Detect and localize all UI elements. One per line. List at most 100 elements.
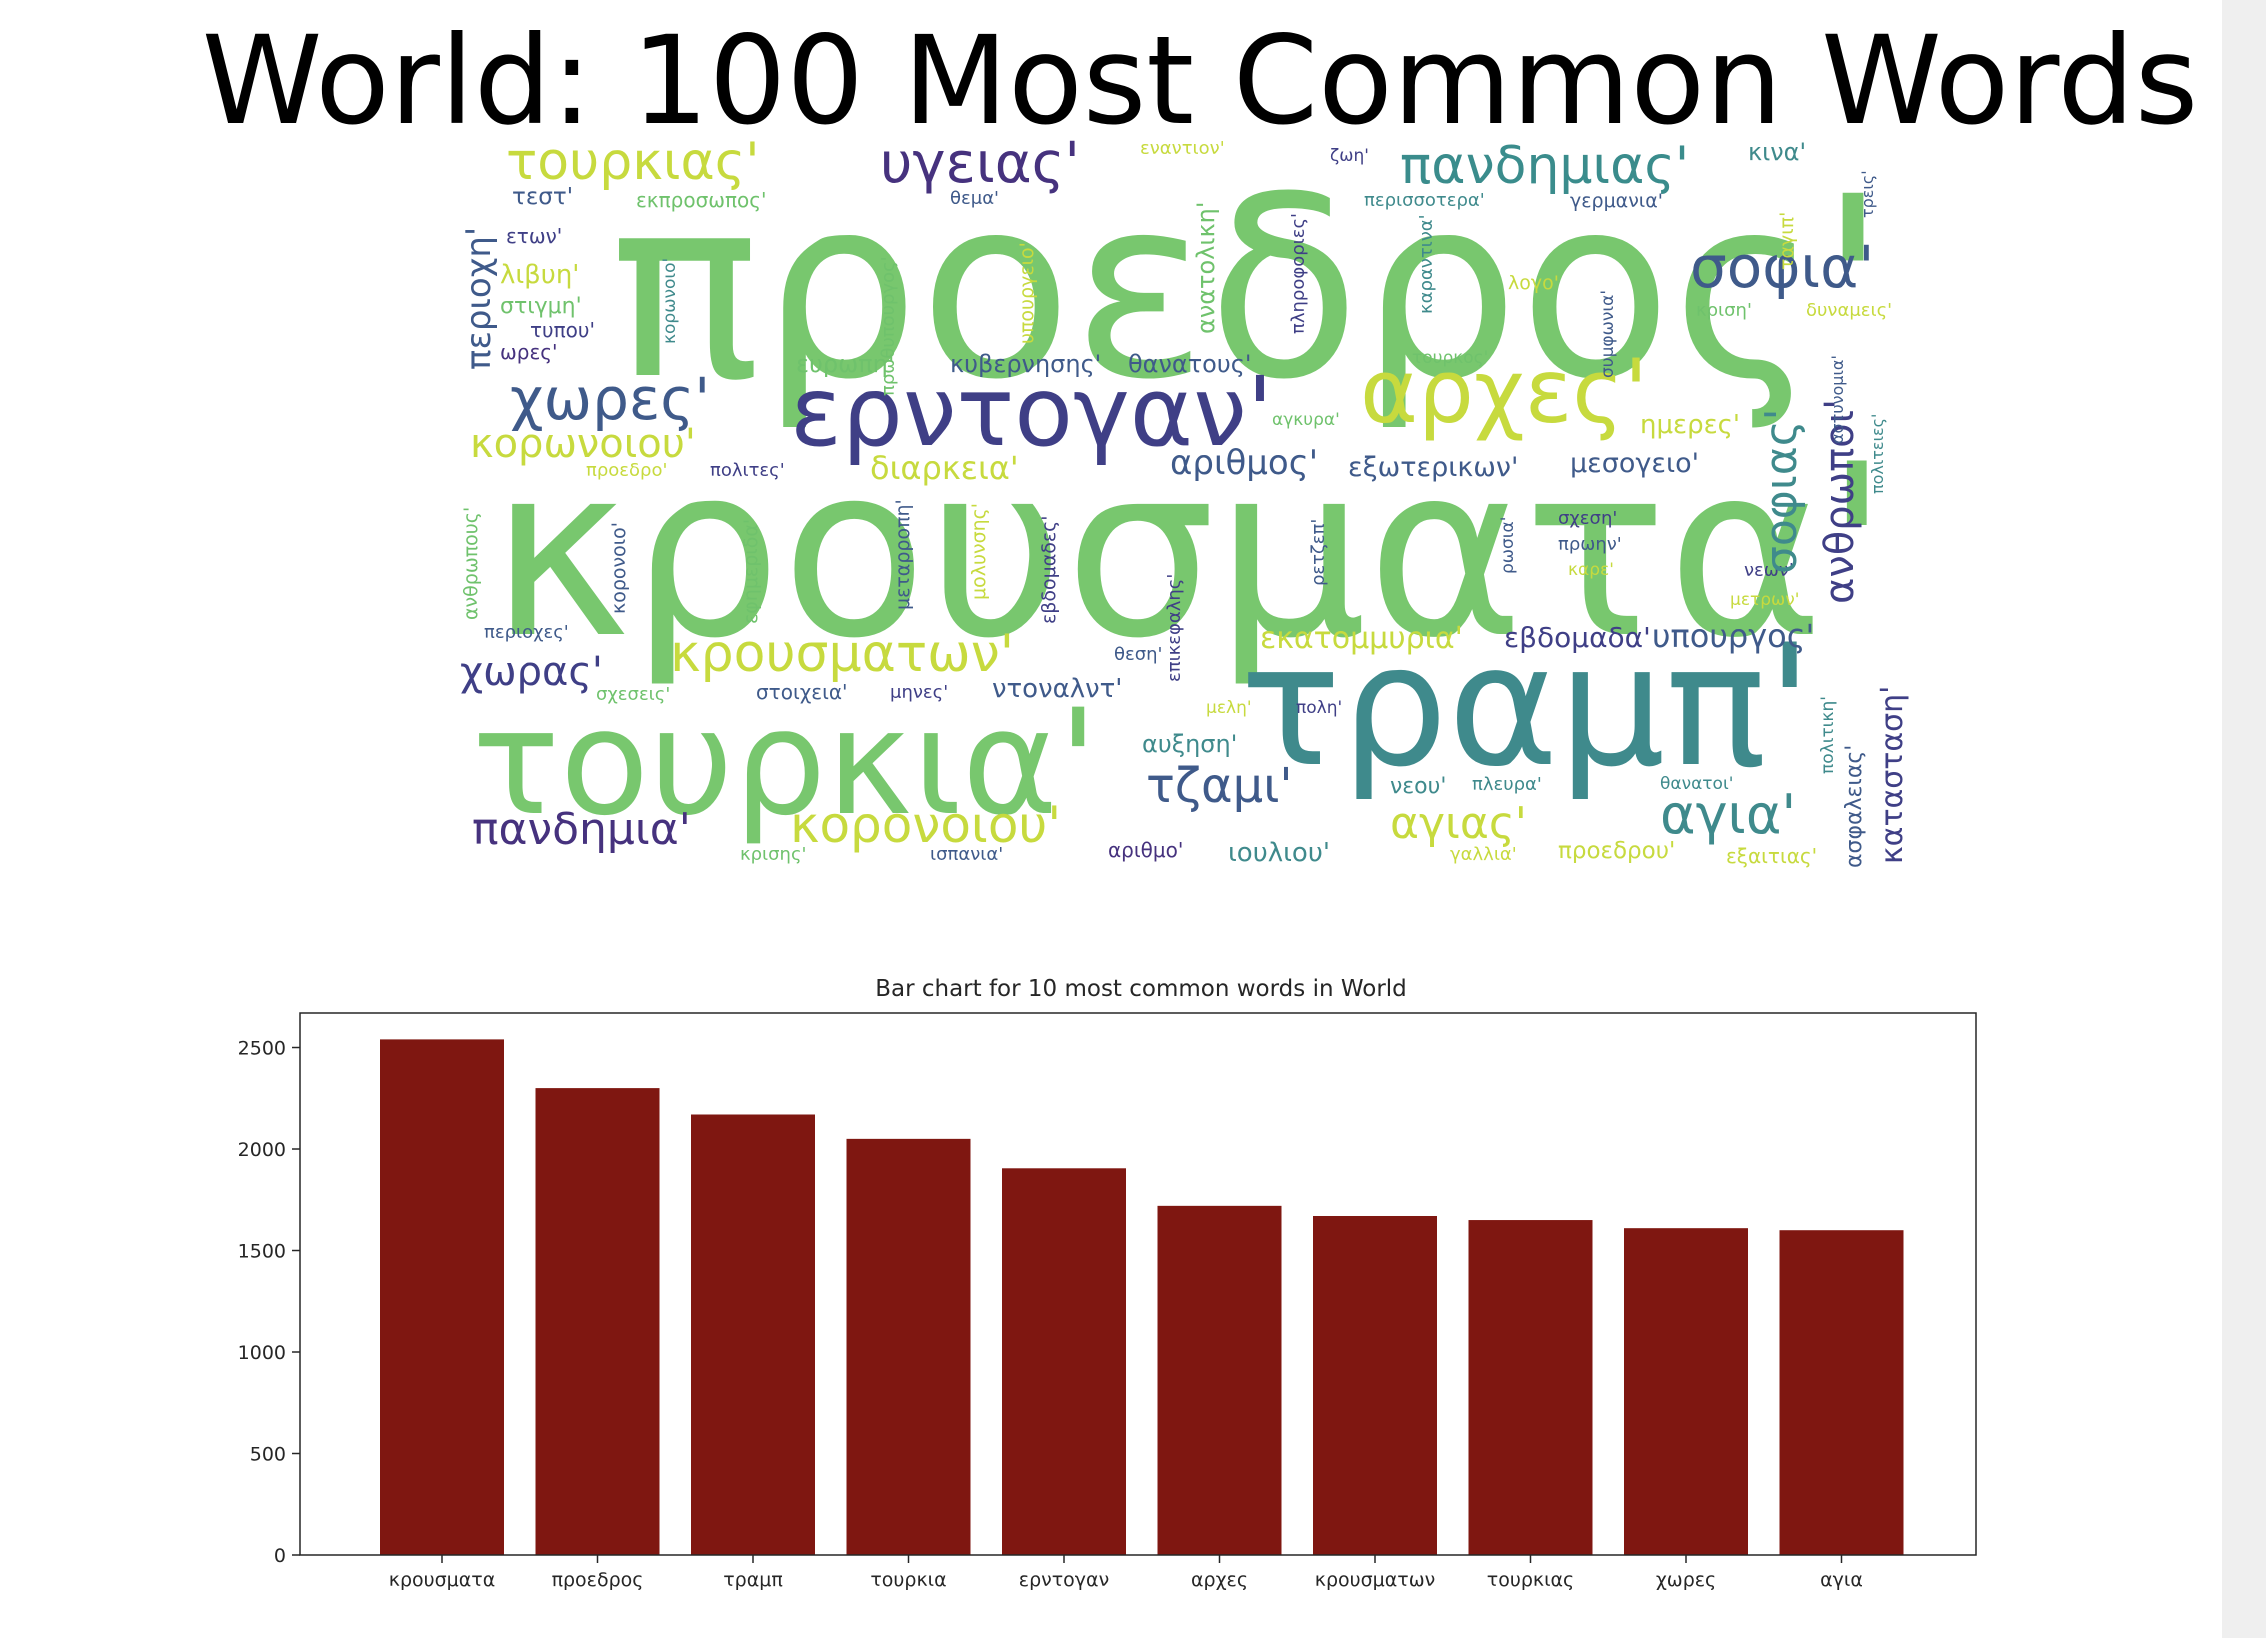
cloud-word: εναντιον' bbox=[1140, 138, 1225, 159]
cloud-word: μεσογειο' bbox=[1570, 448, 1700, 479]
cloud-word: αγιας' bbox=[1390, 798, 1527, 849]
cloud-word: πανδημια' bbox=[472, 804, 691, 855]
bar bbox=[380, 1039, 504, 1555]
bar bbox=[1157, 1205, 1282, 1555]
cloud-word: ημερες' bbox=[1640, 410, 1741, 440]
cloud-word: κορονοιου' bbox=[790, 796, 1062, 854]
bar bbox=[1779, 1230, 1904, 1555]
cloud-word: λιβυη' bbox=[500, 260, 580, 290]
cloud-word: υγειας' bbox=[880, 134, 1080, 196]
cloud-word: στοιχεια' bbox=[756, 680, 848, 704]
cloud-word: θεμα' bbox=[950, 188, 1000, 209]
cloud-word: εξαιτιας' bbox=[1726, 844, 1818, 868]
cloud-word: τεστ' bbox=[512, 184, 574, 210]
y-tick-label: 0 bbox=[274, 1545, 286, 1567]
bar bbox=[691, 1114, 815, 1555]
cloud-word: ζωη' bbox=[1330, 146, 1369, 166]
scrollbar-track[interactable] bbox=[2222, 0, 2266, 1638]
x-tick-label: τουρκια bbox=[870, 1569, 946, 1591]
cloud-word: περισσοτερα' bbox=[1364, 190, 1485, 211]
cloud-word: εκπροσωπος' bbox=[636, 188, 767, 212]
bar bbox=[846, 1138, 971, 1555]
bar bbox=[1002, 1168, 1126, 1555]
cloud-word: κορωνοιου' bbox=[470, 421, 696, 467]
x-tick-label: τραμπ bbox=[723, 1569, 783, 1591]
cloud-word: ετων' bbox=[506, 224, 563, 248]
cloud-word: νεων' bbox=[1744, 560, 1794, 581]
x-tick-label: κρουσματα bbox=[389, 1569, 496, 1591]
x-tick-label: χωρες bbox=[1656, 1569, 1716, 1591]
page-title: World: 100 Most Common Words bbox=[201, 10, 2199, 152]
cloud-word: ευρωπη' bbox=[796, 350, 895, 378]
y-tick-label: 2500 bbox=[238, 1038, 286, 1060]
word-cloud: προεδρος' κρουσματα' τουρκια' τραμπ' ερντογα… bbox=[460, 134, 1920, 874]
cloud-word: κρουσματων' bbox=[670, 624, 1015, 684]
cloud-word: εβδομαδα' bbox=[1504, 621, 1651, 654]
x-tick-label: ερντογαν bbox=[1019, 1569, 1109, 1591]
cloud-word: κρουσματα' bbox=[490, 414, 1890, 691]
cloud-word: τζαμι' bbox=[1146, 758, 1293, 814]
cloud-word: ντοναλντ' bbox=[992, 674, 1123, 704]
y-tick-label: 500 bbox=[250, 1444, 286, 1466]
cloud-word: εξωτερικων' bbox=[1348, 452, 1519, 483]
cloud-word: νεου' bbox=[1390, 774, 1447, 799]
cloud-word: προεδρος' bbox=[610, 143, 1888, 434]
plot-frame bbox=[299, 1012, 1977, 1556]
cloud-word: κριση' bbox=[1696, 300, 1752, 321]
cloud-word: χωρας' bbox=[460, 649, 603, 695]
cloud-word: χωρες' bbox=[510, 365, 711, 433]
cloud-word: εκατομμυρια' bbox=[1260, 621, 1463, 656]
bar bbox=[1313, 1215, 1437, 1555]
cloud-word: μετρων' bbox=[1730, 590, 1800, 610]
cloud-word: πανδημιας' bbox=[1400, 136, 1690, 196]
cloud-word: αγκυρα' bbox=[1272, 410, 1340, 430]
cloud-word: διαρκεια' bbox=[870, 449, 1019, 487]
cloud-word: προεδρο' bbox=[586, 460, 668, 481]
cloud-word: μηνες' bbox=[890, 682, 949, 703]
cloud-word: πλευρα' bbox=[1472, 774, 1542, 795]
bar bbox=[1624, 1228, 1748, 1555]
x-tick-label: τουρκιας bbox=[1487, 1569, 1574, 1591]
y-tick-label: 1000 bbox=[238, 1342, 286, 1364]
y-tick-label: 2000 bbox=[238, 1139, 286, 1161]
cloud-word: ωρες' bbox=[500, 340, 558, 364]
cloud-word: τουρκος' bbox=[1412, 348, 1489, 368]
bar bbox=[1468, 1220, 1593, 1555]
cloud-word: λογο' bbox=[1508, 272, 1559, 294]
cloud-word: σοφια' bbox=[1690, 233, 1875, 301]
cloud-word: αυξηση' bbox=[1142, 730, 1238, 758]
cloud-word: γαλλια' bbox=[1450, 844, 1517, 865]
cloud-word: κρισης' bbox=[740, 844, 807, 865]
cloud-word: αριθμος' bbox=[1170, 443, 1319, 483]
cloud-word: αρχες' bbox=[1360, 340, 1649, 443]
bar bbox=[535, 1088, 660, 1555]
x-tick-label: προεδρος bbox=[552, 1569, 644, 1591]
bar-chart-title: Bar chart for 10 most common words in Wo… bbox=[875, 976, 1407, 1002]
cloud-word: περιοχες' bbox=[484, 622, 569, 643]
cloud-word: τυπου' bbox=[530, 318, 595, 342]
cloud-word: σχεση' bbox=[1558, 508, 1618, 529]
cloud-word: πρωην' bbox=[1558, 534, 1622, 555]
cloud-word: μελη' bbox=[1206, 698, 1252, 718]
cloud-word: ιουλιου' bbox=[1228, 838, 1331, 868]
cloud-word: πολη' bbox=[1296, 698, 1343, 718]
cloud-word: αριθμο' bbox=[1108, 838, 1184, 862]
x-tick-label: αρχες bbox=[1191, 1569, 1248, 1591]
cloud-word: θανατους' bbox=[1128, 350, 1252, 378]
cloud-word: κινα' bbox=[1748, 138, 1807, 166]
cloud-word: τραμπ' bbox=[1240, 608, 1813, 804]
cloud-word: πολιτες' bbox=[710, 460, 785, 481]
cloud-word: τουρκια' bbox=[472, 678, 1099, 848]
cloud-word: στιγμη' bbox=[500, 294, 582, 319]
cloud-word: καρε' bbox=[1568, 560, 1614, 580]
cloud-word: ισπανια' bbox=[930, 844, 1004, 865]
cloud-word: θανατοι' bbox=[1660, 774, 1734, 794]
cloud-word: τουρκιας' bbox=[506, 134, 760, 192]
cloud-word: γερμανια' bbox=[1570, 190, 1663, 212]
y-tick-label: 1500 bbox=[238, 1241, 286, 1263]
x-tick-label: κρουσματων bbox=[1315, 1569, 1436, 1591]
cloud-word: αγια' bbox=[1660, 783, 1797, 846]
cloud-word: ερντογαν' bbox=[790, 356, 1274, 468]
cloud-word: θεση' bbox=[1114, 644, 1163, 665]
x-tick-label: αγια bbox=[1820, 1569, 1863, 1591]
